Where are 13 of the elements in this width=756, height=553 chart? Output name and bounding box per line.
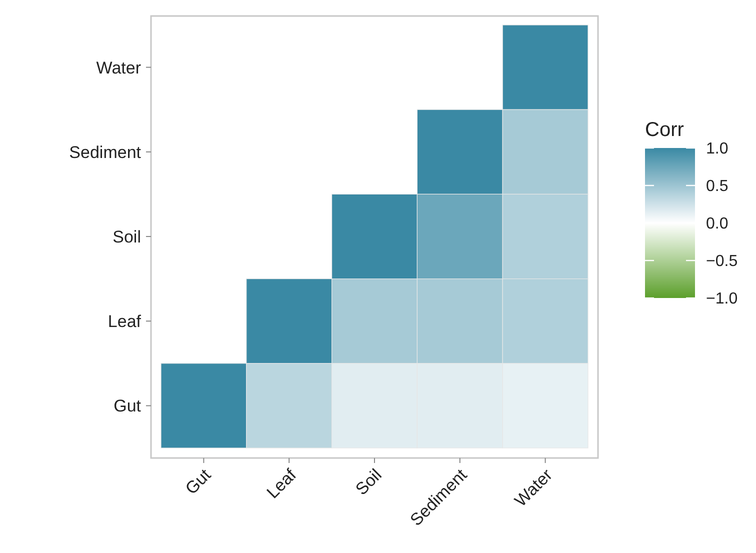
y-tick-label: Sediment bbox=[69, 142, 142, 162]
y-tick-label: Water bbox=[96, 58, 142, 78]
color-bar-title: Corr bbox=[645, 119, 684, 141]
x-tick-label: Gut bbox=[182, 465, 215, 498]
color-bar-label: 0.5 bbox=[706, 178, 728, 196]
y-tick-label: Soil bbox=[112, 227, 141, 246]
color-bar-label: −0.5 bbox=[706, 253, 738, 270]
color-bar-label: 0.0 bbox=[706, 216, 728, 233]
color-bar-label: 1.0 bbox=[706, 140, 728, 158]
x-tick-label: Soil bbox=[352, 465, 386, 499]
color-bar-label: −1.0 bbox=[706, 290, 738, 308]
y-tick-label: Leaf bbox=[108, 312, 142, 332]
y-tick-label: Gut bbox=[114, 396, 142, 416]
